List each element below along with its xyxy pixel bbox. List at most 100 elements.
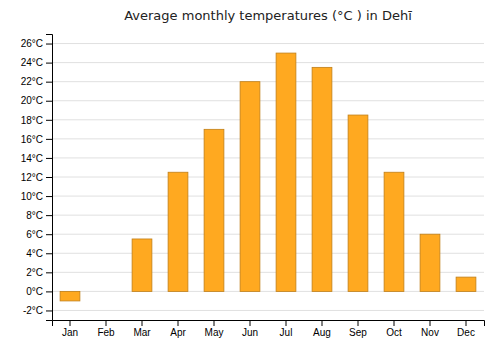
tick-mark xyxy=(70,320,71,326)
bar xyxy=(384,172,404,291)
tick-mark xyxy=(46,82,52,83)
tick-label: Jan xyxy=(62,327,78,338)
bar xyxy=(204,129,224,291)
tick-mark xyxy=(394,320,395,326)
grid-line xyxy=(52,291,484,292)
tick-label: 12°C xyxy=(21,172,43,183)
bar xyxy=(420,234,440,291)
y-tick: 22°C xyxy=(21,76,52,87)
x-tick: Dec xyxy=(457,320,475,338)
grid-line xyxy=(52,81,484,82)
y-tick: 2°C xyxy=(26,267,52,278)
grid-line xyxy=(52,234,484,235)
tick-mark xyxy=(430,320,431,326)
bar xyxy=(168,172,188,291)
title: Average monthly temperatures (°C ) in De… xyxy=(124,8,412,23)
tick-mark xyxy=(46,196,52,197)
tick-label: Jul xyxy=(280,327,293,338)
tick-mark xyxy=(46,120,52,121)
grid-line xyxy=(52,196,484,197)
tick-label: 22°C xyxy=(21,76,43,87)
tick-label: Feb xyxy=(97,327,115,338)
tick-mark xyxy=(46,139,52,140)
axis-line xyxy=(46,35,53,321)
tick-label: Nov xyxy=(421,327,439,338)
grid-line xyxy=(52,138,484,139)
tick-label: 0°C xyxy=(26,286,43,297)
tick-label: 14°C xyxy=(21,153,43,164)
y-tick: 16°C xyxy=(21,134,52,145)
tick-label: Jun xyxy=(242,327,258,338)
bar xyxy=(348,115,368,291)
tick-mark xyxy=(46,234,52,235)
tick-label: 4°C xyxy=(26,248,43,259)
x-tick: Jan xyxy=(62,320,78,338)
bar xyxy=(132,239,152,291)
tick-label: 10°C xyxy=(21,191,43,202)
bar xyxy=(60,291,80,301)
tick-mark xyxy=(46,253,52,254)
chart: -2°C 0°C 2°C 4°C 6°C 8°C 10°C 12°C 14°C 16°C 18°C 2… xyxy=(0,0,500,350)
y-tick: 8°C xyxy=(26,210,52,221)
plot: -2°C 0°C 2°C 4°C 6°C 8°C 10°C 12°C 14°C 16°C 18°C 2… xyxy=(21,35,485,339)
x-tick: Aug xyxy=(313,320,331,338)
y-tick: -2°C xyxy=(23,305,52,316)
tick-mark xyxy=(106,320,107,326)
tick-label: Oct xyxy=(386,327,402,338)
grid-line xyxy=(52,215,484,216)
bar xyxy=(96,291,116,292)
x-tick: Mar xyxy=(133,320,151,338)
tick-mark xyxy=(322,320,323,326)
bar xyxy=(240,82,260,292)
y-tick: 26°C xyxy=(21,38,52,49)
tick-label: 20°C xyxy=(21,95,43,106)
tick-mark xyxy=(46,310,52,311)
tick-label: 26°C xyxy=(21,38,43,49)
y-tick: 24°C xyxy=(21,57,52,68)
bar xyxy=(312,67,332,291)
y-tick: 14°C xyxy=(21,153,52,164)
tick-label: May xyxy=(205,327,224,338)
tick-label: 6°C xyxy=(26,229,43,240)
grid-line xyxy=(52,310,484,311)
tick-mark xyxy=(358,320,359,326)
tick-mark xyxy=(286,320,287,326)
tick-mark xyxy=(214,320,215,326)
y-tick: 4°C xyxy=(26,248,52,259)
x-tick: Apr xyxy=(170,320,186,338)
tick-label: 16°C xyxy=(21,134,43,145)
tick-label: Sep xyxy=(349,327,367,338)
x-tick: Sep xyxy=(349,320,367,338)
y-tick: 6°C xyxy=(26,229,52,240)
tick-label: Apr xyxy=(170,327,186,338)
tick-label: Dec xyxy=(457,327,475,338)
grid-line xyxy=(52,157,484,158)
y-tick: 0°C xyxy=(26,286,52,297)
tick-label: -2°C xyxy=(23,305,43,316)
bar xyxy=(276,53,296,291)
grid xyxy=(52,44,484,311)
tick-label: Aug xyxy=(313,327,331,338)
x-tick: Nov xyxy=(421,320,439,338)
grid-line xyxy=(52,62,484,63)
tick-mark xyxy=(178,320,179,326)
x-axis: Jan Feb Mar Apr May Jun Jul Aug Sep Oct Nov Dec xyxy=(53,320,485,338)
tick-mark xyxy=(46,215,52,216)
tick-label: 2°C xyxy=(26,267,43,278)
tick-mark xyxy=(466,320,467,326)
tick-label: 24°C xyxy=(21,57,43,68)
grid-line xyxy=(52,177,484,178)
y-axis: -2°C 0°C 2°C 4°C 6°C 8°C 10°C 12°C 14°C 16°C 18°C 2… xyxy=(21,35,53,321)
x-tick: Jul xyxy=(280,320,293,338)
grid-line xyxy=(52,119,484,120)
y-tick: 10°C xyxy=(21,191,52,202)
grid-line xyxy=(52,253,484,254)
bar xyxy=(456,277,476,291)
tick-mark xyxy=(46,158,52,159)
tick-mark xyxy=(46,44,52,45)
tick-mark xyxy=(46,272,52,273)
y-tick: 18°C xyxy=(21,115,52,126)
tick-label: 18°C xyxy=(21,115,43,126)
tick-mark xyxy=(46,177,52,178)
tick-mark xyxy=(46,101,52,102)
